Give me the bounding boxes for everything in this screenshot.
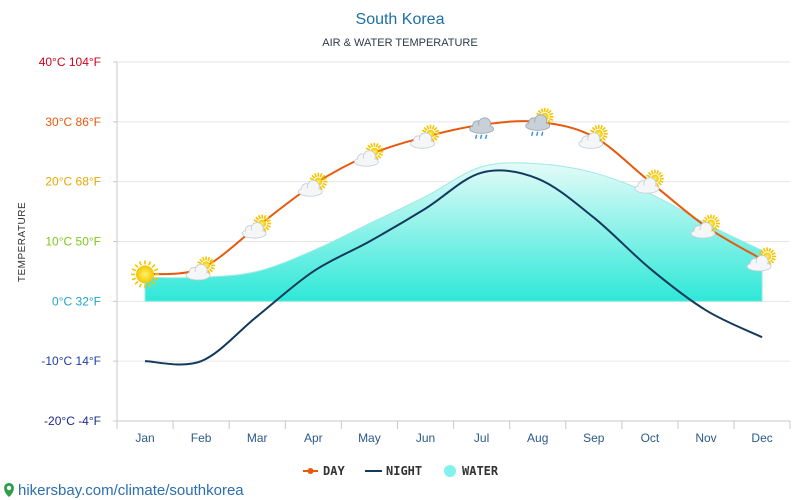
footer-link[interactable]: hikersbay.com/climate/southkorea [4,482,244,499]
partly-cloudy-icon [297,172,328,197]
weather-icons [131,107,777,289]
x-tick-label: Apr [304,431,323,445]
x-tick-label: Nov [695,431,716,445]
partly-cloudy-icon [578,124,608,149]
partly-cloudy-icon [185,256,216,281]
water-area [144,162,763,302]
partly-cloudy-icon [353,142,384,167]
x-tick-label: Mar [247,431,268,445]
x-tick-label: Dec [751,431,772,445]
night-line [144,169,763,366]
legend-item-night[interactable]: NIGHT [365,464,422,478]
x-axis: Jan Feb Mar Apr May Jun Jul Aug Sep Oct Nov Dec [116,420,791,445]
partly-cloudy-icon [690,214,720,239]
chart-subtitle: AIR & WATER TEMPERATURE [322,37,477,49]
legend: DAY NIGHT WATER [303,464,499,478]
chart-title: South Korea [356,11,445,28]
legend-water-label: WATER [462,464,499,478]
location-pin-icon [4,483,14,497]
rain-cloud-icon [469,117,495,139]
legend-night-label: NIGHT [386,464,422,478]
x-tick-label: May [358,431,381,445]
legend-item-water[interactable]: WATER [444,464,499,478]
x-tick-label: Aug [527,431,548,445]
y-axis-label: TEMPERATURE [17,202,28,282]
x-tick-label: Jan [135,431,154,445]
x-tick-label: Feb [191,431,212,445]
night-line-series [144,169,763,366]
y-tick-label: 40°C 104°F [39,55,101,69]
y-tick-label: 30°C 86°F [45,115,101,129]
partly-cloudy-icon [410,124,440,149]
partly-cloudy-icon [241,214,272,239]
partly-cloudy-icon [634,169,664,194]
x-tick-label: Jul [474,431,489,445]
y-tick-label: 10°C 50°F [45,235,101,249]
water-area-series [144,162,763,302]
partly-cloudy-icon [746,247,777,272]
legend-day-label: DAY [323,464,345,478]
sun-icon [131,260,159,289]
y-tick-label: 0°C 32°F [52,294,101,308]
x-tick-label: Sep [583,431,605,445]
y-tick-label: 20°C 68°F [45,175,101,189]
y-tick-label: -10°C 14°F [41,354,101,368]
y-axis-ticks: 40°C 104°F 30°C 86°F 20°C 68°F 10°C 50°F 0°C… [39,55,101,428]
rain-sun-icon [525,107,554,137]
x-tick-label: Jun [416,431,435,445]
x-tick-label: Oct [641,431,660,445]
y-tick-label: -20°C -4°F [44,414,101,428]
footer-text: hikersbay.com/climate/southkorea [18,482,244,499]
legend-item-day[interactable]: DAY [303,464,345,478]
